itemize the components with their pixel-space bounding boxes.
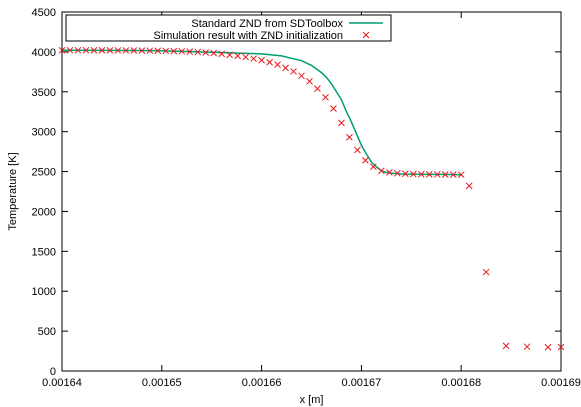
x-tick-label: 0.00165 <box>142 377 182 389</box>
data-point-simulation <box>330 105 337 112</box>
y-tick-label: 4500 <box>32 7 56 19</box>
data-point-simulation <box>409 170 417 178</box>
data-point-simulation <box>82 46 90 54</box>
x-axis-label: x [m] <box>300 394 324 406</box>
data-point-simulation <box>162 47 170 55</box>
data-point-simulation <box>122 47 130 54</box>
data-point-simulation <box>194 48 202 56</box>
data-point-simulation <box>258 56 265 64</box>
data-point-simulation <box>58 46 66 54</box>
data-point-simulation <box>250 55 257 63</box>
data-point-simulation <box>346 133 353 141</box>
data-point-simulation <box>370 163 377 171</box>
data-point-simulation <box>433 171 441 178</box>
data-point-simulation <box>218 50 226 58</box>
data-point-simulation <box>401 170 409 178</box>
data-point-simulation <box>290 68 297 75</box>
data-point-simulation <box>378 167 385 175</box>
x-tick-label: 0.00168 <box>441 377 481 389</box>
data-point-simulation <box>90 47 98 54</box>
data-point-simulation <box>544 343 552 351</box>
legend-box <box>65 14 392 42</box>
y-tick-label: 4000 <box>32 47 56 59</box>
data-point-simulation <box>98 47 106 54</box>
data-point-simulation <box>186 48 194 56</box>
data-point-simulation <box>210 49 218 57</box>
data-point-simulation <box>354 146 361 154</box>
data-point-simulation <box>425 170 433 178</box>
data-point-simulation <box>314 85 321 92</box>
data-point-simulation <box>178 47 186 55</box>
ticks-group: 0.00164 0.00165 0.00166 0.00167 0.00168 0.001… <box>32 7 581 389</box>
data-point-simulation <box>202 49 210 56</box>
data-point-simulation <box>66 46 74 54</box>
x-tick-label: 0.00164 <box>42 377 82 389</box>
y-tick-label: 500 <box>38 326 56 338</box>
x-tick-label: 0.00169 <box>541 377 581 389</box>
y-tick-label: 0 <box>50 366 56 378</box>
data-point-simulation <box>362 157 369 164</box>
y-axis-label: Temperature [K] <box>7 152 19 230</box>
data-point-simulation <box>154 47 162 55</box>
data-point-simulation <box>385 168 393 176</box>
data-point-simulation <box>457 171 465 179</box>
legend-entry-label: Standard ZND from SDToolbox <box>191 18 343 30</box>
x-tick-label: 0.00167 <box>342 377 382 389</box>
data-point-simulation <box>170 47 178 55</box>
y-tick-label: 3000 <box>32 127 56 139</box>
data-point-simulation <box>226 51 234 59</box>
x-tick-label: 0.00166 <box>242 377 282 389</box>
data-point-simulation <box>74 46 82 54</box>
data-point-simulation <box>130 47 138 54</box>
y-tick-label: 1000 <box>32 286 56 298</box>
data-point-simulation <box>441 171 449 178</box>
data-point-simulation <box>338 119 345 127</box>
data-point-simulation <box>393 169 401 177</box>
data-point-simulation <box>106 47 114 54</box>
data-point-simulation <box>274 61 281 69</box>
data-point-simulation <box>146 47 154 55</box>
plot-frame <box>61 11 562 372</box>
data-point-simulation <box>234 52 242 60</box>
data-point-simulation <box>449 171 457 178</box>
data-point-simulation <box>465 182 473 190</box>
data-point-simulation <box>557 343 565 351</box>
axes-group <box>61 11 562 372</box>
data-point-simulation <box>114 47 122 54</box>
data-point-simulation <box>298 72 305 80</box>
data-point-simulation <box>282 64 289 72</box>
data-point-simulation <box>138 47 146 54</box>
data-point-simulation <box>482 268 490 276</box>
data-point-simulation <box>502 342 510 350</box>
series-group <box>58 46 565 351</box>
data-point-simulation <box>242 53 249 61</box>
legend-cross-sample <box>362 31 370 39</box>
y-tick-label: 2500 <box>32 167 56 179</box>
legend-entry-label: Simulation result with ZND initializatio… <box>153 30 343 42</box>
data-point-simulation <box>266 58 273 66</box>
y-tick-label: 3500 <box>32 87 56 99</box>
series-line-standard-znd <box>61 49 462 176</box>
y-tick-label: 2000 <box>32 206 56 218</box>
data-point-simulation <box>417 170 425 178</box>
y-tick-label: 1500 <box>32 246 56 258</box>
data-point-simulation <box>322 94 329 101</box>
data-point-simulation <box>306 78 313 85</box>
data-point-simulation <box>523 343 531 351</box>
